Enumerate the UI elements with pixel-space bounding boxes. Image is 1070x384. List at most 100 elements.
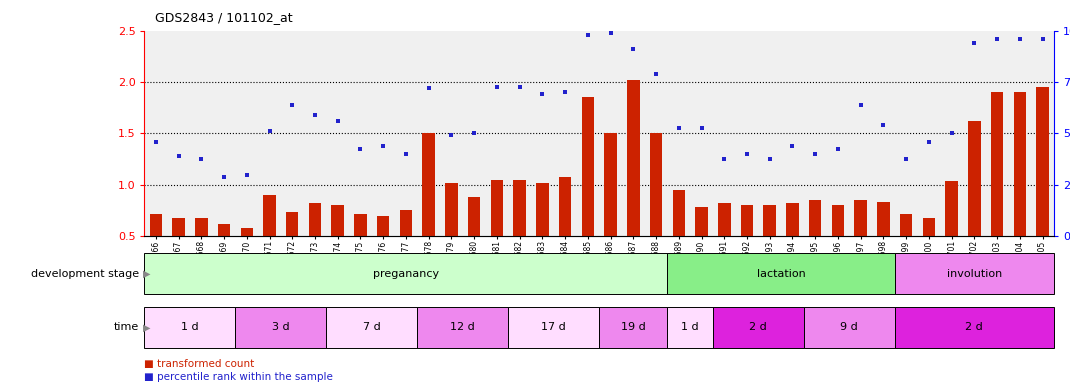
Bar <box>804 307 895 348</box>
Text: 2 d: 2 d <box>749 322 767 333</box>
Point <box>261 128 278 134</box>
Point <box>875 122 892 128</box>
Bar <box>468 197 480 288</box>
Point <box>647 71 664 77</box>
Point <box>784 143 801 149</box>
Text: ■ transformed count: ■ transformed count <box>144 359 255 369</box>
Point <box>693 125 710 131</box>
Point <box>829 146 846 152</box>
Text: 7 d: 7 d <box>363 322 381 333</box>
Bar <box>286 212 299 288</box>
Text: 3 d: 3 d <box>272 322 290 333</box>
Text: GDS2843 / 101102_at: GDS2843 / 101102_at <box>155 12 293 25</box>
Point <box>306 112 323 118</box>
Text: 1 d: 1 d <box>682 322 699 333</box>
Bar <box>445 183 458 288</box>
Point <box>488 84 505 90</box>
Bar <box>514 180 525 288</box>
Bar <box>922 218 935 288</box>
Bar <box>668 307 713 348</box>
Bar <box>895 307 1054 348</box>
Text: involution: involution <box>947 268 1002 279</box>
Bar <box>673 190 685 288</box>
Bar <box>877 202 889 288</box>
Bar <box>718 203 731 288</box>
Bar <box>354 214 367 288</box>
Point <box>602 30 620 36</box>
Point <box>443 132 460 139</box>
Point <box>716 156 733 162</box>
Text: lactation: lactation <box>756 268 806 279</box>
Point <box>170 153 187 159</box>
Bar <box>1013 92 1026 288</box>
Point <box>761 156 778 162</box>
Point <box>943 131 960 137</box>
Point <box>1011 36 1028 42</box>
Bar <box>144 253 668 294</box>
Bar <box>713 307 804 348</box>
Bar <box>895 253 1054 294</box>
Text: preganancy: preganancy <box>372 268 439 279</box>
Point <box>465 131 483 137</box>
Point <box>239 171 256 177</box>
Bar <box>263 195 276 288</box>
Text: development stage: development stage <box>31 268 139 279</box>
Bar <box>599 307 668 348</box>
Text: 1 d: 1 d <box>181 322 199 333</box>
Point <box>284 102 301 108</box>
Point <box>193 156 210 162</box>
Bar <box>605 134 616 288</box>
Bar <box>855 200 867 288</box>
Bar <box>377 216 389 288</box>
Point <box>374 143 392 149</box>
Bar <box>900 214 913 288</box>
Point <box>534 91 551 98</box>
Bar <box>400 210 412 288</box>
Bar <box>740 205 753 288</box>
Text: 9 d: 9 d <box>840 322 858 333</box>
Bar <box>491 180 503 288</box>
Bar <box>559 177 571 288</box>
Bar <box>968 121 980 288</box>
Point <box>920 139 937 145</box>
Bar <box>627 80 640 288</box>
Point <box>215 174 232 180</box>
Bar <box>649 134 662 288</box>
Bar <box>235 307 326 348</box>
Text: time: time <box>113 322 139 333</box>
Bar <box>326 307 417 348</box>
Point <box>966 40 983 46</box>
Bar <box>831 205 844 288</box>
Bar <box>417 307 508 348</box>
Bar <box>764 205 776 288</box>
Text: 17 d: 17 d <box>541 322 566 333</box>
Bar <box>218 224 230 288</box>
Text: ▶: ▶ <box>143 322 151 333</box>
Point <box>397 151 414 157</box>
Bar <box>696 207 707 288</box>
Bar <box>144 307 235 348</box>
Bar <box>172 218 185 288</box>
Bar <box>195 218 208 288</box>
Bar <box>991 92 1004 288</box>
Text: 19 d: 19 d <box>621 322 645 333</box>
Point <box>352 146 369 152</box>
Point <box>330 118 347 124</box>
Bar <box>536 183 549 288</box>
Point <box>148 139 165 145</box>
Text: 2 d: 2 d <box>965 322 983 333</box>
Bar <box>241 228 253 288</box>
Bar <box>332 205 343 288</box>
Text: ■ percentile rank within the sample: ■ percentile rank within the sample <box>144 372 334 382</box>
Point <box>807 151 824 157</box>
Text: 12 d: 12 d <box>450 322 475 333</box>
Bar <box>582 98 594 288</box>
Point <box>556 89 574 95</box>
Bar <box>1037 87 1049 288</box>
Point <box>670 125 687 131</box>
Point <box>738 151 755 157</box>
Bar <box>423 134 434 288</box>
Point <box>511 84 529 90</box>
Bar <box>309 203 321 288</box>
Bar <box>946 181 958 288</box>
